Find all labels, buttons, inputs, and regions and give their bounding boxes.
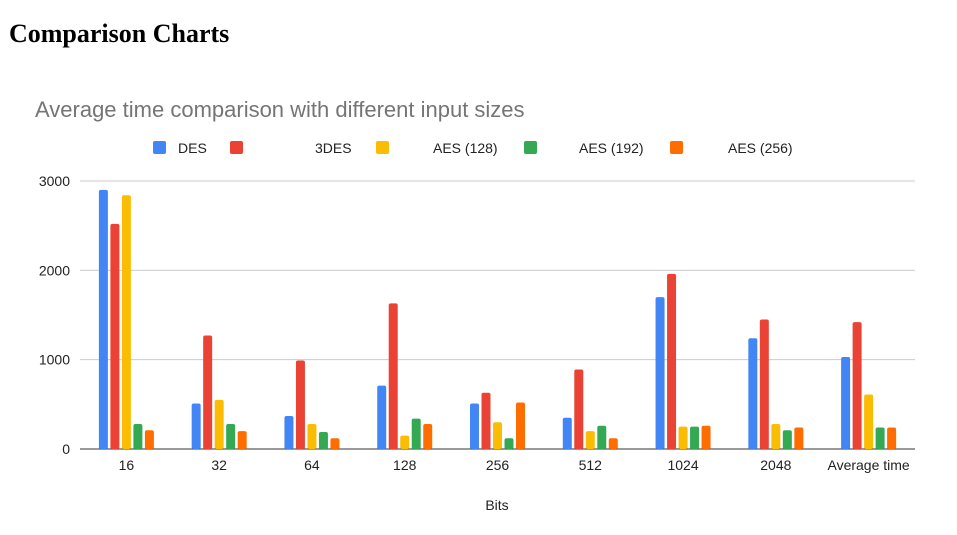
bar-3des-16 [110,223,120,449]
x-tick-label: 128 [393,457,417,473]
bar-aes-192-16 [133,423,143,449]
bar-aes-192-512 [597,425,607,449]
x-tick-label: 16 [119,457,135,473]
legend-swatch [524,141,537,154]
bar-aes-256-average-time [887,427,897,449]
bar-des-64 [284,415,294,449]
x-tick-label: Average time [827,457,909,473]
bar-3des-512 [574,369,584,449]
bar-3des-1024 [667,273,677,449]
bar-aes-128-64 [307,423,317,449]
bar-aes-256-32 [237,431,247,449]
x-tick-label: 1024 [667,457,698,473]
bar-aes-128-128 [400,435,410,449]
bar-aes-192-average-time [875,427,885,449]
bar-aes-192-256 [504,438,514,449]
bar-des-32 [191,403,201,449]
y-tick-label: 3000 [39,173,70,189]
legend: DES 3DES AES (128) AES (192) AES (256) [153,140,793,156]
bar-des-512 [562,417,572,449]
x-tick-label: 256 [486,457,510,473]
x-tick-label: 64 [304,457,320,473]
bar-des-1024 [655,297,665,449]
bar-aes-256-2048 [794,427,804,449]
y-tick-label: 0 [62,441,70,457]
legend-label: DES [178,140,207,156]
bars [98,189,897,449]
y-axis-ticks: 0 1000 2000 3000 [39,173,70,457]
chart-title: Average time comparison with different i… [35,97,525,122]
x-axis-title: Bits [485,497,508,513]
bar-aes-256-512 [608,438,618,449]
bar-aes-256-256 [516,402,525,449]
bar-aes-256-64 [330,438,340,449]
bar-des-128 [377,385,387,449]
bar-3des-average-time [852,322,862,449]
bar-des-average-time [841,356,851,449]
x-tick-label: 32 [211,457,227,473]
bar-aes-192-64 [318,432,328,449]
legend-label: AES (256) [728,140,793,156]
bar-aes-128-512 [585,431,595,449]
legend-label: AES (128) [433,140,498,156]
legend-label: 3DES [315,140,352,156]
bar-3des-64 [295,360,305,449]
legend-swatch [670,141,683,154]
bar-3des-32 [203,335,213,449]
page-heading: Comparison Charts [9,19,230,48]
bar-aes-128-256 [493,422,502,449]
legend-swatch [153,141,166,154]
bar-aes-128-32 [214,399,224,449]
x-axis-ticks: 16 32 64 128 256 512 1024 2048 Average time [119,457,910,473]
bar-3des-256 [481,392,491,449]
bar-3des-2048 [759,319,769,449]
bar-aes-256-128 [423,423,433,449]
bar-des-2048 [748,338,758,449]
y-tick-label: 2000 [39,262,70,278]
bar-aes-128-2048 [771,423,781,449]
bar-aes-128-16 [121,195,131,449]
bar-aes-192-2048 [782,430,792,449]
bar-3des-128 [388,303,398,449]
legend-label: AES (192) [579,140,644,156]
legend-swatch [376,141,389,154]
bar-aes-192-32 [226,423,236,449]
y-tick-label: 1000 [39,352,70,368]
bar-des-16 [98,189,108,449]
bar-aes-256-1024 [701,425,711,449]
x-tick-label: 512 [579,457,603,473]
bar-aes-192-1024 [690,426,700,449]
bar-aes-128-average-time [864,394,874,449]
bar-aes-192-128 [411,418,421,449]
bar-aes-128-1024 [678,426,688,449]
x-tick-label: 2048 [760,457,791,473]
bar-des-256 [470,403,479,449]
legend-swatch [230,141,243,154]
bar-aes-256-16 [144,430,154,449]
